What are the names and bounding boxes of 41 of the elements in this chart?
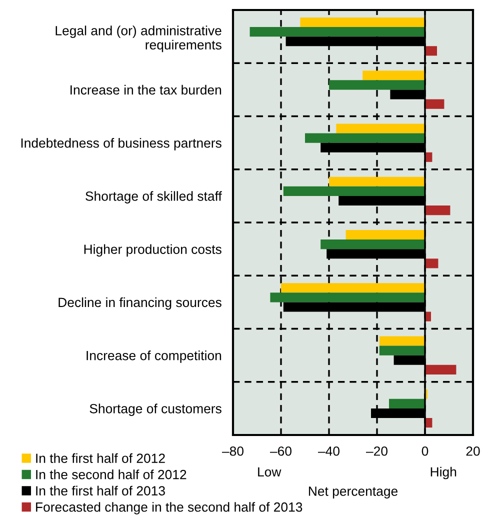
y-tick-label: Higher production costs [84,244,222,257]
bar [425,99,444,109]
x-tick-label: –60 [270,446,292,456]
bar [320,240,425,250]
bar [425,206,450,216]
text: Low [258,467,282,477]
bar [379,346,425,356]
bar [283,186,425,196]
legend-label: In the second half of 2012 [36,470,186,480]
text: High [430,466,456,480]
bar [379,336,425,346]
bar [300,17,425,27]
bar [281,283,425,293]
y-tick-label: Shortage of skilled staff [86,191,222,204]
bar [362,70,425,80]
legend-label: In the first half of 2013 [36,486,165,496]
y-tick-label: Decline in financing sources [58,297,222,310]
bar [250,27,425,37]
y-tick-label: Indebtedness of business partners [21,138,222,150]
bar [305,133,425,143]
legend-label: In the first half of 2012 [36,453,165,463]
x-axis-title: Net percentage [308,486,398,498]
y-tick-label: Shortage of customers [90,404,222,416]
y-tick-label: Increase of competition [86,350,222,363]
legend-label: Forecasted change in the second half of 2013 [36,502,302,514]
x-tick-label: –20 [366,446,388,456]
y-tick-label: Legal and (or) administrative requirements [56,26,222,52]
x-tick-label: –40 [318,446,340,456]
bar [270,292,425,302]
bar [425,258,438,268]
y-tick-label: Increase in the tax burden [70,84,222,95]
bar [389,398,425,408]
bar [336,124,425,134]
bar [346,230,425,240]
bar [425,364,456,374]
bar [329,176,425,186]
x-tick-label: 20 [466,446,480,456]
bar [329,80,425,90]
x-tick-label: –80 [222,446,244,456]
x-tick-label: 0 [422,446,428,456]
bar [425,46,437,56]
